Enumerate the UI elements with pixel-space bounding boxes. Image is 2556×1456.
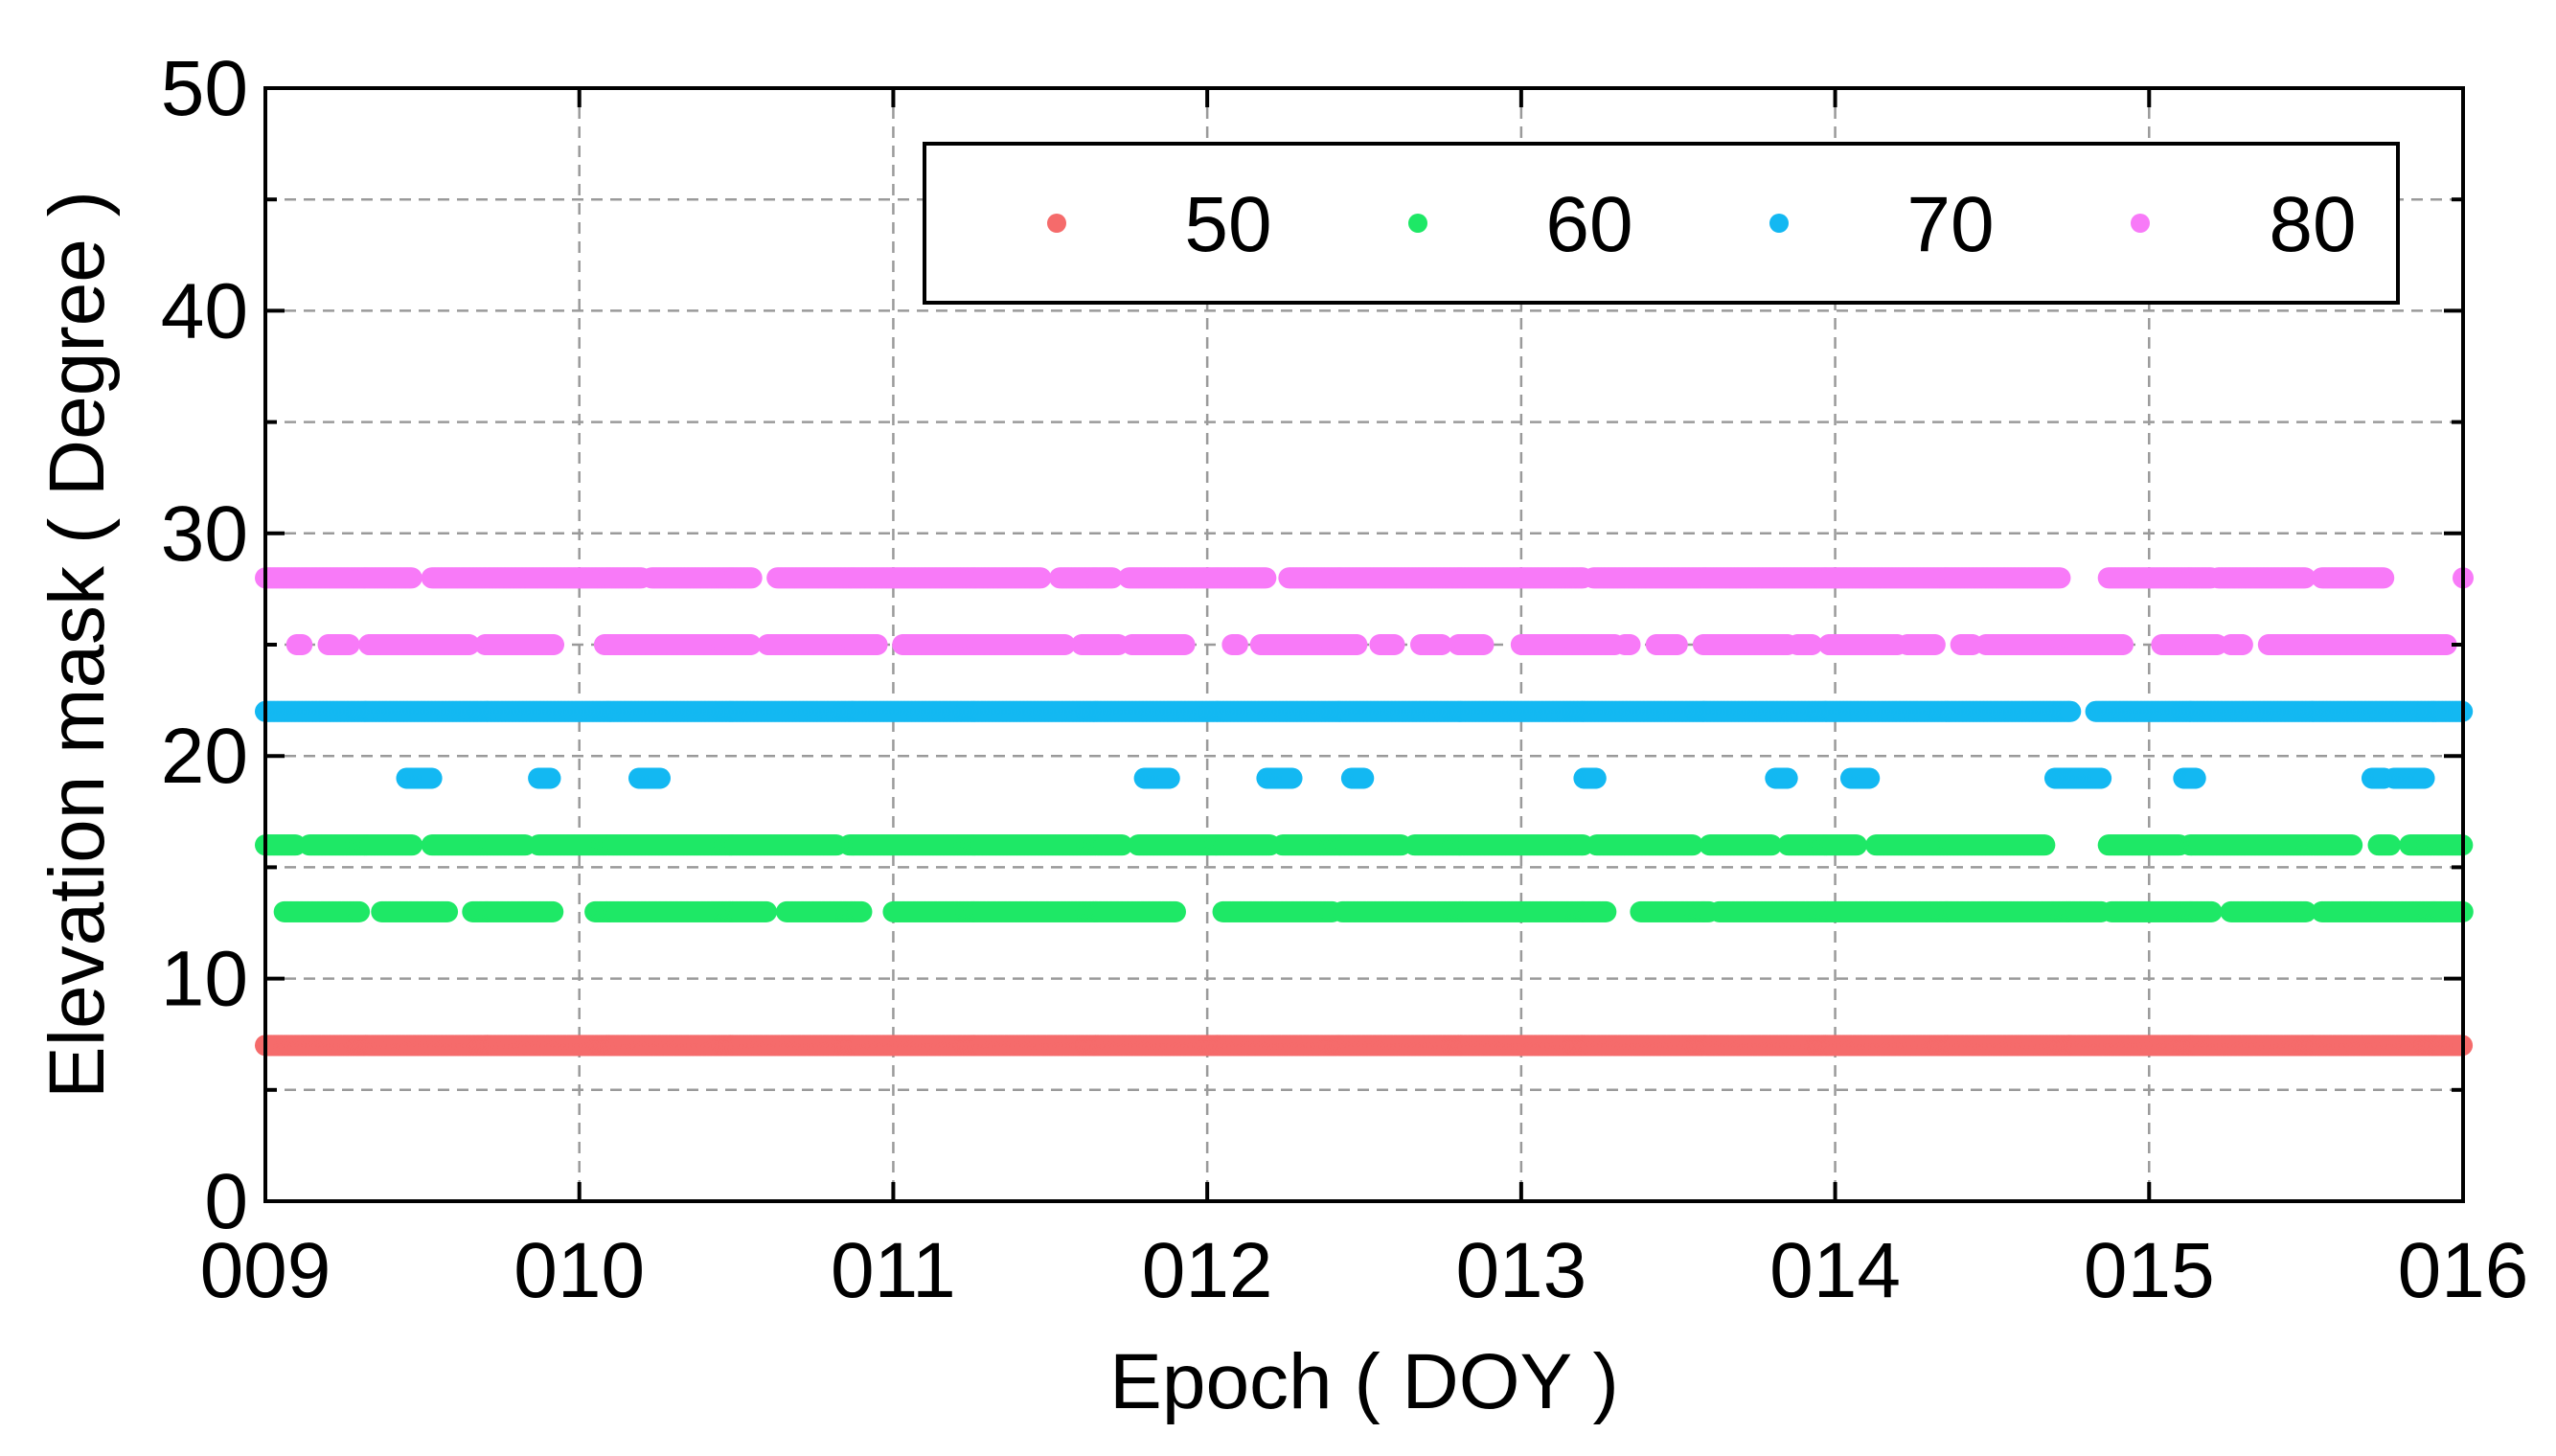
data-point [2379,834,2401,856]
data-point [1595,900,1617,922]
series-70 [255,700,2474,789]
data-point [542,900,564,922]
data-points [255,567,2474,1057]
data-point [851,900,873,922]
data-point [756,900,778,922]
data-point [2341,834,2363,856]
data-point [1164,900,1186,922]
data-point [349,900,371,922]
data-point [2034,834,2056,856]
data-point [401,834,423,856]
series-50 [255,1035,2474,1057]
data-point [1845,834,1867,856]
data-point [437,900,459,922]
data-point [2201,900,2223,922]
series-60 [255,834,2474,922]
